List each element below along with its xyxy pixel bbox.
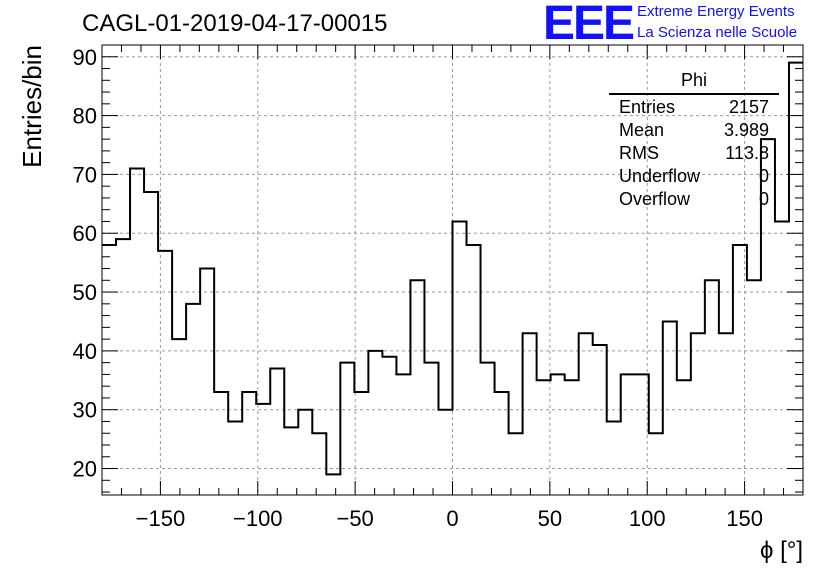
histogram-bin: [565, 380, 579, 495]
y-axis-label: Entries/bin: [17, 45, 47, 168]
stats-label: Entries: [619, 97, 676, 117]
logo-line-1: Extreme Energy Events: [637, 3, 795, 20]
y-tick-label: 40: [73, 339, 97, 364]
histogram-bin: [733, 245, 747, 495]
histogram-bin: [368, 351, 382, 495]
histogram-bin: [270, 369, 284, 495]
histogram-bin: [467, 245, 481, 495]
histogram-bin: [326, 474, 340, 495]
stats-row-mean: Mean 3.989: [609, 120, 779, 143]
stats-row-rms: RMS 113.8: [609, 143, 779, 166]
x-tick-label: −50: [336, 506, 373, 531]
histogram-bin: [396, 374, 410, 495]
stats-box-title: Phi: [680, 70, 707, 90]
stats-value: 0: [758, 189, 769, 209]
histogram-bin: [144, 192, 158, 495]
histogram-bin: [523, 333, 537, 495]
histogram-bin: [214, 392, 228, 495]
histogram-bin: [200, 269, 214, 495]
histogram-bin: [438, 410, 452, 495]
histogram-bin: [453, 221, 467, 495]
x-tick-label: 150: [726, 506, 763, 531]
histogram-bin: [340, 363, 354, 495]
histogram-bin: [789, 63, 803, 495]
stats-box-rule: [609, 93, 779, 95]
histogram-bin: [228, 421, 242, 495]
histogram-bin: [172, 339, 186, 495]
histogram-bin: [312, 433, 326, 495]
histogram-bin: [691, 333, 705, 495]
histogram-bin: [635, 374, 649, 495]
y-tick-label: 30: [73, 398, 97, 423]
x-tick-label: −100: [233, 506, 283, 531]
histogram-bin: [481, 363, 495, 495]
histogram-bin: [621, 374, 635, 495]
histogram-bin: [705, 280, 719, 495]
histogram-bin: [579, 333, 593, 495]
stats-row-underflow: Underflow 0: [609, 166, 779, 189]
histogram-bin: [677, 380, 691, 495]
eee-logo: EEE: [543, 0, 635, 50]
stats-label: Overflow: [619, 189, 691, 209]
histogram-bin: [719, 333, 733, 495]
histogram-bin: [649, 433, 663, 495]
stats-value: 2157: [728, 97, 769, 117]
histogram-bin: [509, 433, 523, 495]
histogram-bin: [537, 380, 551, 495]
logo-line-2: La Scienza nelle Scuole: [637, 24, 798, 41]
x-tick-label: 50: [538, 506, 562, 531]
histogram-bin: [354, 392, 368, 495]
y-tick-label: 70: [73, 162, 97, 187]
histogram-bin: [593, 345, 607, 495]
y-tick-label: 90: [73, 45, 97, 70]
histogram-bin: [775, 221, 789, 495]
chart-title: CAGL-01-2019-04-17-00015: [82, 10, 388, 37]
histogram-bin: [102, 245, 116, 495]
y-tick-label: 60: [73, 221, 97, 246]
histogram-bin: [242, 392, 256, 495]
histogram-bin: [551, 374, 565, 495]
histogram-bin: [410, 280, 424, 495]
stats-value: 3.989: [723, 120, 769, 140]
stats-row-overflow: Overflow 0: [609, 189, 779, 212]
y-tick-label: 50: [73, 280, 97, 305]
stats-label: Mean: [619, 120, 665, 140]
histogram-bin: [495, 392, 509, 495]
stats-value: 0: [758, 166, 769, 186]
histogram-bin: [663, 321, 677, 495]
histogram-bin: [256, 404, 270, 495]
histogram-bin: [747, 280, 761, 495]
histogram-bin: [130, 169, 144, 495]
stats-box: Phi Entries 2157 Mean 3.989 RMS 113.8 Un…: [609, 70, 779, 212]
x-tick-label: 0: [446, 506, 458, 531]
histogram-line: [102, 61, 803, 476]
stats-row-entries: Entries 2157: [609, 97, 779, 120]
x-axis-label: ϕ [°]: [760, 537, 803, 564]
y-tick-label: 80: [73, 104, 97, 129]
stats-label: Underflow: [619, 166, 701, 186]
histogram-bin: [186, 304, 200, 495]
histogram-bin: [382, 357, 396, 495]
histogram-bin: [116, 239, 130, 495]
stats-value: 113.8: [725, 143, 769, 163]
x-tick-label: 100: [629, 506, 666, 531]
histogram-bin: [607, 421, 621, 495]
histogram-bin: [298, 410, 312, 495]
x-tick-label: −150: [136, 506, 186, 531]
y-tick-label: 20: [73, 457, 97, 482]
stats-label: RMS: [619, 143, 659, 163]
histogram-bin: [158, 251, 172, 495]
histogram-bin: [284, 427, 298, 495]
histogram-bin: [424, 363, 438, 495]
